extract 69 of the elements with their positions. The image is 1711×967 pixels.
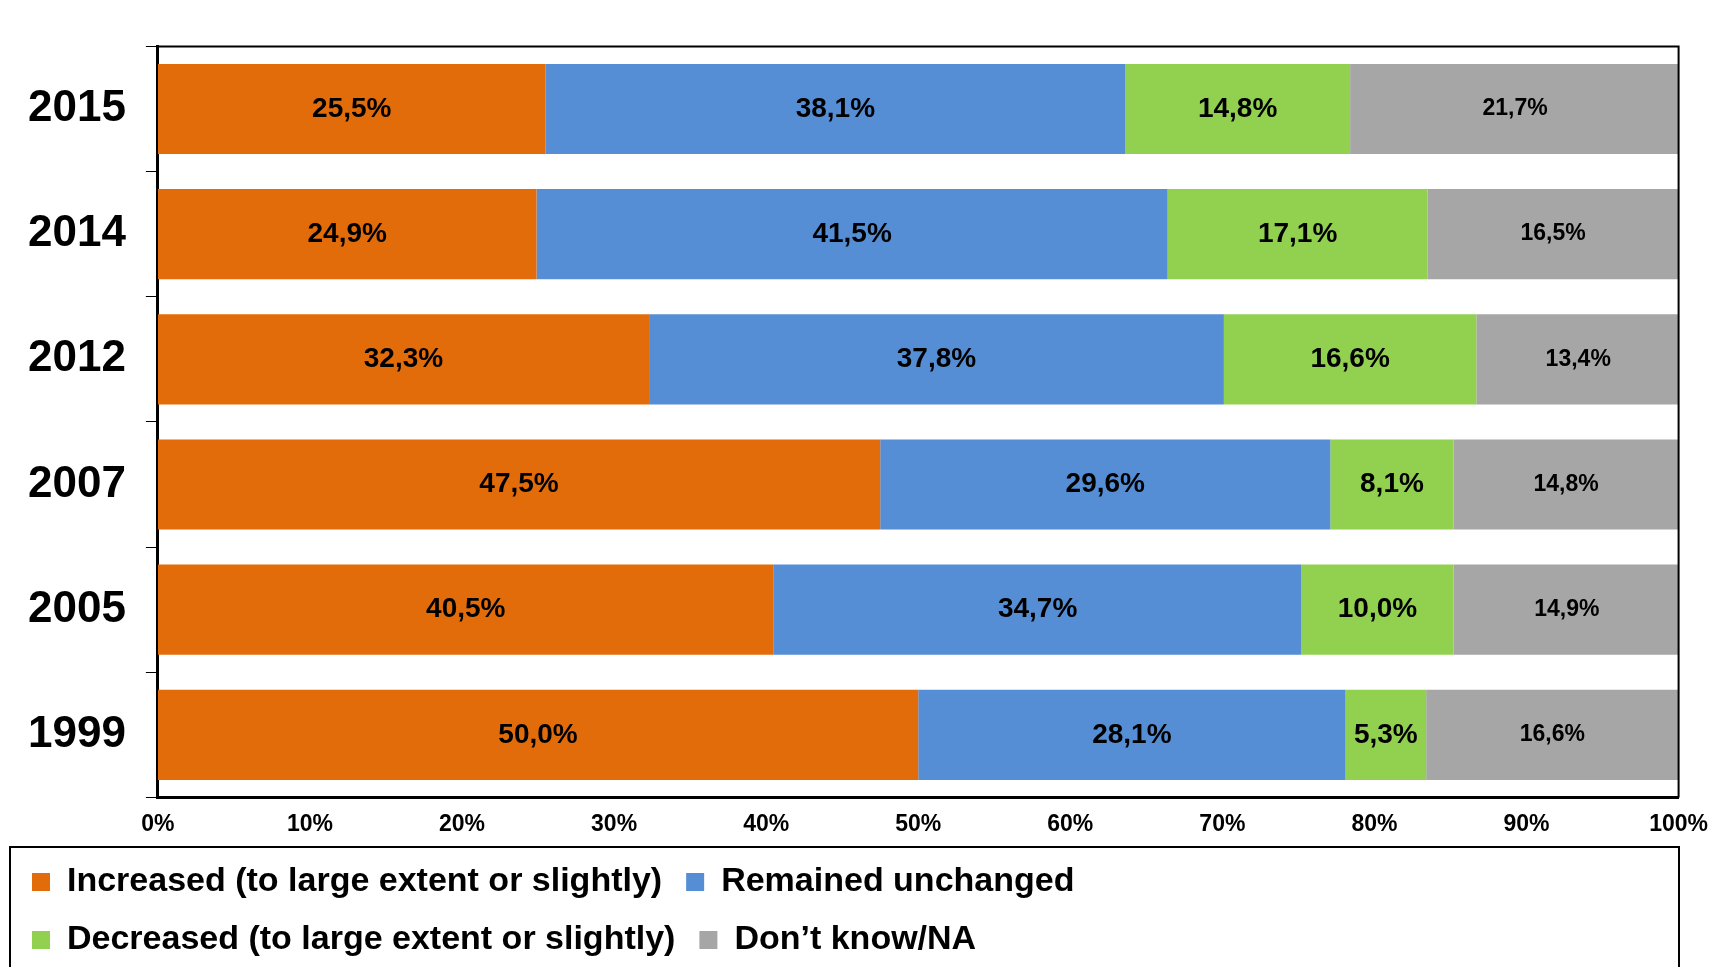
- x-tick-label: 40%: [743, 809, 790, 836]
- bar: [773, 564, 1302, 655]
- bar: [1223, 314, 1477, 405]
- bar: [1453, 564, 1679, 655]
- bar: [1350, 63, 1679, 155]
- data-label: 28,1%: [1092, 717, 1172, 749]
- x-tick-label: 30%: [591, 809, 638, 836]
- x-tick-label: 90%: [1503, 809, 1550, 836]
- bar: [157, 63, 546, 155]
- bar: [157, 689, 919, 780]
- bar: [1167, 189, 1428, 280]
- legend-label: Increased (to large extent or slightly): [67, 860, 663, 899]
- y-tick-label: 2015: [27, 81, 126, 131]
- data-label: 29,6%: [1065, 467, 1146, 499]
- x-tick-label: 0%: [141, 809, 175, 836]
- data-label: 16,6%: [1519, 720, 1585, 747]
- data-label: 37,8%: [896, 342, 977, 374]
- data-label: 25,5%: [312, 91, 392, 123]
- data-label: 14,9%: [1534, 594, 1600, 621]
- data-label: 50,0%: [498, 717, 578, 749]
- data-label: 17,1%: [1257, 216, 1338, 248]
- bar: [1125, 63, 1351, 155]
- x-tick-label: 20%: [439, 809, 486, 836]
- data-label: 14,8%: [1197, 91, 1278, 123]
- legend-label: Don’t know/NA: [734, 918, 977, 957]
- data-label: 14,8%: [1533, 469, 1599, 496]
- y-tick-label: 2005: [27, 581, 126, 631]
- x-tick-label: 80%: [1351, 809, 1398, 836]
- data-label: 13,4%: [1545, 344, 1611, 371]
- bar: [1301, 564, 1454, 655]
- data-label: 5,3%: [1353, 717, 1418, 749]
- bar: [1345, 689, 1427, 780]
- x-tick-label: 70%: [1199, 809, 1246, 836]
- bar: [157, 189, 537, 280]
- y-tick-label: 2007: [27, 456, 126, 506]
- data-label: 34,7%: [997, 592, 1078, 624]
- bar: [536, 189, 1168, 280]
- x-tick-label: 50%: [895, 809, 942, 836]
- y-tick-label: 1999: [27, 706, 126, 756]
- bar: [918, 689, 1346, 780]
- y-tick-label: 2014: [27, 206, 127, 256]
- bar: [1427, 189, 1679, 280]
- data-label: 16,6%: [1310, 342, 1390, 374]
- data-label: 41,5%: [812, 216, 892, 248]
- bar: [545, 63, 1126, 155]
- legend-label: Decreased (to large extent or slightly): [67, 918, 676, 957]
- data-label: 16,5%: [1520, 219, 1586, 246]
- x-tick-label: 60%: [1047, 809, 1094, 836]
- bar: [1426, 689, 1679, 780]
- data-label: 32,3%: [363, 342, 444, 374]
- bar: [1476, 314, 1679, 405]
- data-label: 10,0%: [1337, 592, 1418, 624]
- bar: [157, 314, 650, 405]
- x-tick-label: 100%: [1649, 809, 1708, 836]
- data-label: 38,1%: [795, 91, 876, 123]
- bar: [157, 439, 881, 530]
- y-tick-label: 2012: [27, 331, 126, 381]
- bar: [1453, 439, 1679, 530]
- bar: [880, 439, 1331, 530]
- legend-label: Remained unchanged: [721, 860, 1075, 899]
- x-tick-label: 10%: [286, 809, 333, 836]
- data-label: 40,5%: [426, 592, 506, 624]
- bar: [1330, 439, 1454, 530]
- data-label: 24,9%: [307, 216, 387, 248]
- data-label: 8,1%: [1360, 467, 1424, 499]
- bar: [649, 314, 1224, 405]
- bar: [157, 564, 774, 655]
- data-label: 21,7%: [1482, 94, 1548, 121]
- data-label: 47,5%: [479, 467, 559, 499]
